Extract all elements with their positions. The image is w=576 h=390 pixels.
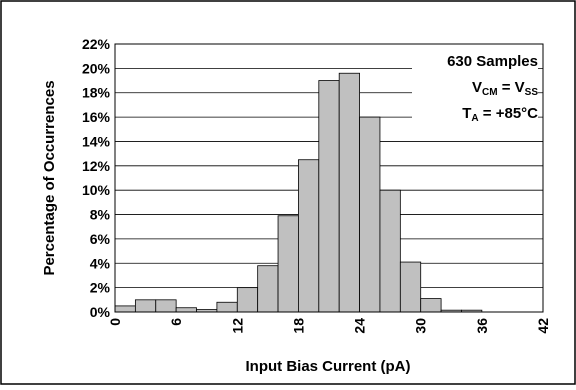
y-tick-label: 4% bbox=[90, 255, 111, 271]
x-tick-label: 12 bbox=[229, 318, 245, 334]
bar-10 bbox=[216, 301, 238, 313]
annotation-vss-sub: SS bbox=[525, 87, 539, 98]
plot-area-frame bbox=[114, 43, 544, 313]
x-tick-label: 36 bbox=[474, 318, 490, 334]
y-tick-label: 2% bbox=[90, 280, 111, 296]
annotation-ta: TA = +85°C bbox=[462, 105, 538, 124]
bar-14 bbox=[257, 265, 279, 313]
bar-26 bbox=[379, 189, 401, 313]
bar-30 bbox=[420, 298, 442, 313]
annotation-samples: 630 Samples bbox=[447, 53, 538, 70]
bar-18 bbox=[298, 159, 320, 313]
annotation-vcm-eq: = V bbox=[498, 79, 525, 96]
y-tick-label: 8% bbox=[90, 207, 111, 223]
bar-6 bbox=[175, 307, 197, 313]
annotation-vcm: VCM = VSS bbox=[472, 79, 538, 98]
y-tick-labels: 0% 2% 4% 6% 8% 10% 12% 14% 16% 18% 20% 22% bbox=[82, 36, 111, 320]
x-tick-label: 30 bbox=[413, 318, 429, 334]
annotation-ta-t: T bbox=[462, 105, 471, 122]
annotation-ta-sub: A bbox=[471, 113, 478, 124]
x-tick-label: 6 bbox=[168, 318, 184, 326]
x-tick-labels: 0 6 12 18 24 30 36 42 bbox=[107, 318, 551, 334]
y-tick-label: 14% bbox=[82, 133, 111, 149]
annotation-ta-value: = +85°C bbox=[479, 105, 539, 122]
y-tick-label: 18% bbox=[82, 85, 111, 101]
y-tick-label: 20% bbox=[82, 60, 111, 76]
annotation-vcm-sub: CM bbox=[482, 87, 498, 98]
x-tick-label: 42 bbox=[535, 318, 551, 334]
bar-4 bbox=[155, 299, 177, 313]
bar-16 bbox=[277, 215, 299, 313]
bar-24 bbox=[359, 116, 381, 313]
bar-28 bbox=[399, 261, 422, 313]
annotation-background bbox=[412, 50, 538, 122]
bar-22 bbox=[338, 72, 360, 313]
bar-0 bbox=[114, 305, 136, 313]
x-tick-label: 18 bbox=[290, 318, 306, 334]
y-tick-label: 6% bbox=[90, 231, 111, 247]
bar-12 bbox=[236, 287, 259, 313]
bar-20 bbox=[318, 80, 340, 313]
x-axis-title: Input Bias Current (pA) bbox=[246, 358, 411, 375]
y-tick-label: 16% bbox=[82, 109, 111, 125]
y-axis-title: Percentage of Occurrences bbox=[41, 80, 58, 275]
y-tick-label: 10% bbox=[82, 182, 111, 198]
y-tick-label: 12% bbox=[82, 158, 111, 174]
x-tick-label: 24 bbox=[352, 318, 368, 334]
annotation-vcm-v: V bbox=[472, 79, 482, 96]
y-tick-label: 0% bbox=[90, 304, 111, 320]
bar-2 bbox=[134, 299, 157, 313]
x-tick-label: 0 bbox=[107, 318, 123, 326]
y-tick-label: 22% bbox=[82, 36, 111, 52]
